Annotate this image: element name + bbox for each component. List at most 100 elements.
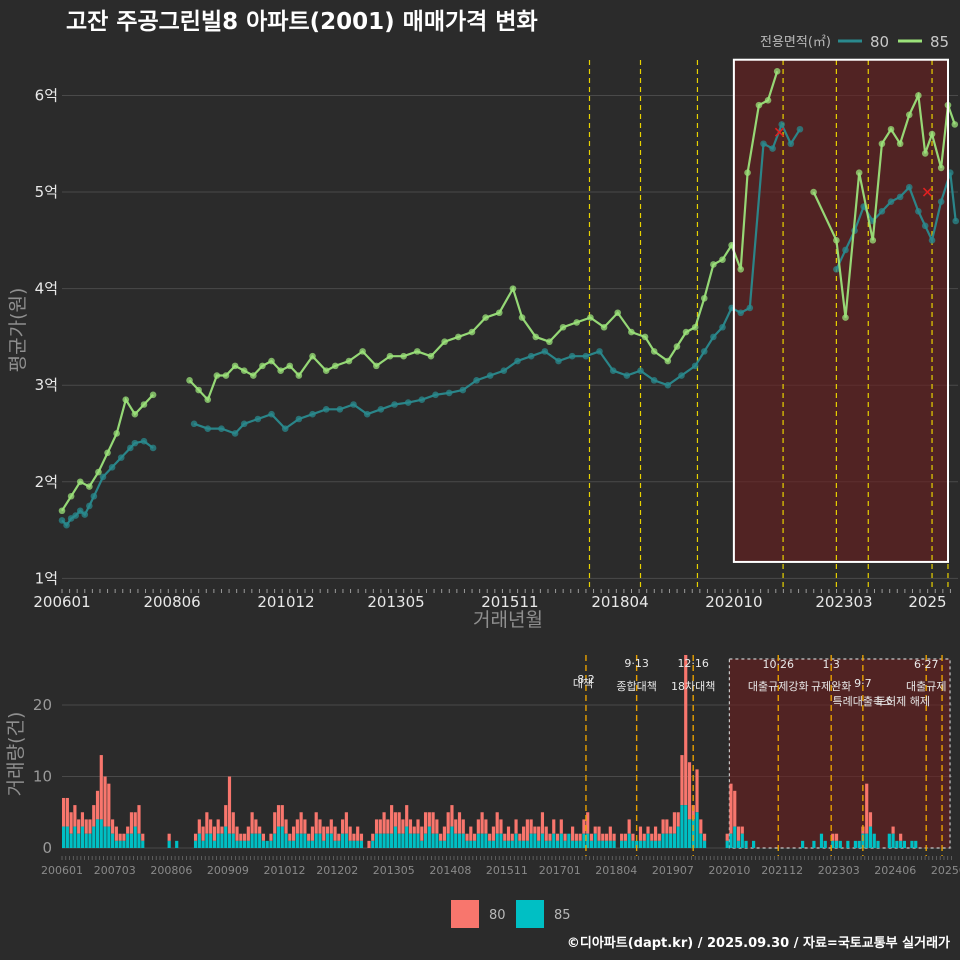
volume-bar-85 [857, 840, 861, 848]
data-point-80 [99, 473, 107, 481]
data-point-80 [391, 401, 398, 408]
volume-bar-80 [571, 826, 575, 841]
volume-bar-85 [205, 833, 209, 848]
data-point-85 [332, 362, 339, 370]
data-point-85 [710, 261, 717, 268]
volume-bar-80 [642, 833, 646, 841]
volume-bar-85 [212, 840, 216, 848]
data-point-80 [240, 420, 248, 428]
volume-x-tick-label: 201804 [595, 864, 637, 877]
volume-bar-80 [506, 826, 511, 841]
volume-bar-80 [292, 826, 296, 841]
data-point-85 [509, 285, 517, 292]
volume-bar-80 [638, 826, 643, 841]
x-tick-label: 200806 [143, 593, 200, 611]
volume-bar-85 [653, 840, 658, 848]
price-panel: 1억 2억 3억 4억 5억 6억 200601 200806 201012 201305 2015… [33, 58, 960, 611]
highlight-region [733, 59, 948, 562]
volume-bar-80 [269, 833, 273, 841]
volume-bar-80 [242, 833, 247, 841]
volume-bar-80 [197, 819, 201, 834]
data-point-85 [204, 396, 212, 403]
volume-bar-85 [559, 833, 563, 848]
volume-bar-80 [548, 833, 552, 841]
policy-name-label: 18차대책 [671, 680, 715, 693]
volume-bar-85 [676, 826, 680, 848]
volume-bar-85 [853, 840, 857, 848]
volume-bar-80 [280, 805, 284, 827]
data-point-80 [86, 502, 93, 510]
data-point-85 [573, 319, 581, 326]
volume-bar-80 [699, 819, 703, 834]
data-point-80 [678, 372, 685, 379]
volume-bar-85 [887, 833, 891, 848]
volume-bar-85 [107, 826, 111, 848]
volume-bar-80 [578, 833, 582, 841]
data-point-85 [373, 362, 380, 370]
data-point-80 [787, 140, 795, 148]
x-marker-stroke [922, 187, 933, 197]
volume-bar-85 [65, 826, 69, 848]
data-point-85 [268, 357, 275, 365]
volume-bar-85 [408, 833, 413, 848]
x-marker [922, 187, 933, 197]
volume-bar-85 [691, 819, 695, 848]
volume-bar-85 [322, 840, 326, 848]
volume-x-tick-label: 201202 [316, 864, 358, 877]
data-point-85 [386, 352, 394, 360]
volume-bar-80 [442, 826, 446, 841]
volume-bar-85 [612, 840, 616, 848]
volume-bar-85 [133, 826, 137, 848]
volume-bar-80 [386, 819, 390, 834]
volume-bar-80 [288, 833, 292, 841]
x-tick-label: 201012 [257, 593, 314, 611]
legend-bar-80-label: 80 [489, 908, 506, 923]
legend-85-label: 85 [930, 33, 949, 51]
volume-bar-85 [307, 840, 311, 848]
volume-bar-85 [623, 840, 627, 848]
volume-bar-80 [314, 812, 318, 834]
volume-bar-80 [431, 812, 435, 834]
volume-bar-80 [310, 826, 315, 841]
volume-bar-85 [435, 833, 439, 848]
data-point-80 [915, 208, 922, 215]
volume-bar-80 [665, 819, 669, 834]
data-point-85 [921, 150, 929, 157]
data-point-85 [482, 314, 489, 321]
data-point-85 [441, 338, 448, 346]
volume-bar-80 [111, 819, 115, 834]
volume-bar-80 [167, 833, 171, 841]
volume-bar-85 [175, 840, 179, 848]
volume-bar-85 [299, 833, 303, 848]
data-point-80 [952, 217, 960, 225]
volume-bar-85 [284, 833, 288, 848]
volume-bar-80 [337, 833, 341, 841]
volume-bar-85 [141, 840, 145, 848]
volume-x-tick-label: 200703 [94, 864, 136, 877]
data-point-80 [140, 437, 148, 445]
volume-bar-80 [284, 819, 288, 834]
volume-bar-80 [371, 833, 375, 841]
volume-bar-85 [469, 840, 473, 848]
data-point-85 [309, 352, 316, 360]
data-point-85 [905, 111, 913, 119]
data-point-80 [596, 348, 603, 355]
data-point-85 [737, 265, 745, 273]
data-point-80 [377, 406, 385, 413]
volume-bar-80 [691, 805, 695, 820]
volume-bar-85 [838, 840, 842, 848]
data-point-85 [240, 367, 248, 375]
volume-bar-80 [495, 812, 499, 834]
data-point-80 [81, 511, 89, 518]
volume-bar-85 [80, 826, 85, 848]
data-point-80 [108, 463, 116, 471]
price-legend: 전용면적(㎡) 80 85 [760, 33, 949, 51]
y-tick-label: 5억 [35, 183, 58, 201]
data-point-85 [186, 377, 193, 384]
data-point-80 [778, 121, 786, 128]
volume-bar-85 [510, 840, 514, 848]
data-point-80 [555, 357, 562, 365]
volume-bar-85 [382, 833, 386, 848]
volume-bar-85 [374, 833, 379, 848]
volume-y-tick-label: 0 [42, 839, 52, 857]
